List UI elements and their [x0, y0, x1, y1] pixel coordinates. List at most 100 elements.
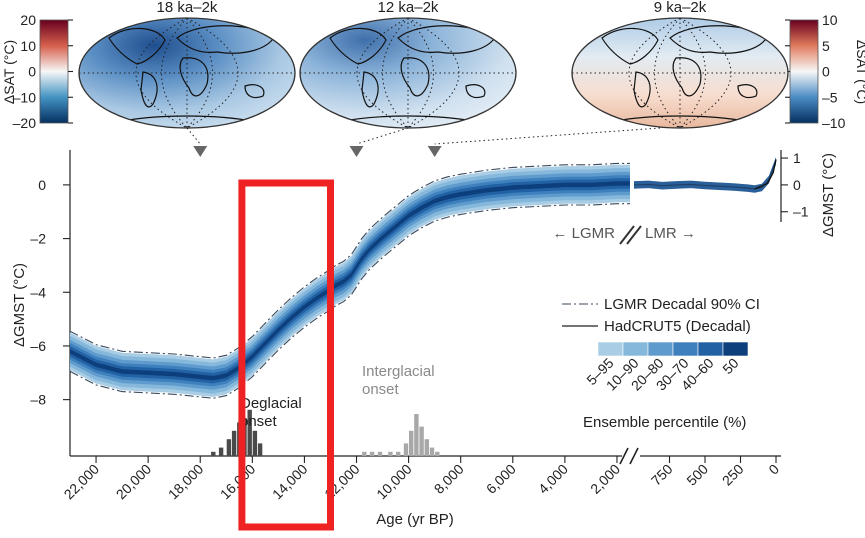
map-continent — [737, 84, 758, 99]
map-title-12ka: 12 ka–2k — [378, 0, 439, 16]
hist-bar-0 — [211, 451, 216, 456]
map-continent — [244, 84, 265, 99]
x-tick-label: 8,000 — [431, 461, 467, 497]
colorbar-right-tick-label: 0 — [822, 64, 830, 80]
highlight-box — [238, 179, 334, 531]
legend: LGMR Decadal 90% CI HadCRUT5 (Decadal) 5… — [562, 296, 760, 431]
map-continent — [400, 57, 430, 97]
map-meridian — [628, 18, 681, 128]
axis-break-mark — [629, 447, 639, 465]
hist-bar-1 — [403, 443, 409, 456]
map-continent — [601, 27, 659, 65]
y-axis-label: ΔGMST (°C) — [11, 263, 28, 347]
hist-bar-1 — [369, 451, 375, 456]
hist-bar-1 — [419, 426, 424, 456]
y-tick-label: –8 — [30, 392, 46, 408]
map-meridian — [407, 18, 460, 128]
marker-9ka — [427, 146, 442, 157]
percentile-swatch — [697, 341, 724, 357]
map-continent — [672, 57, 702, 97]
hist-bar-1 — [435, 451, 440, 456]
map-continent — [633, 71, 651, 108]
map-continent — [465, 84, 486, 99]
connector-18ka — [186, 127, 201, 145]
y-tick-label: –4 — [30, 284, 46, 300]
map-18ka: 18 ka–2k — [78, 0, 296, 129]
map-title-9ka: 9 ka–2k — [654, 0, 707, 16]
x-tick-label: 10,000 — [373, 461, 415, 503]
map-meridian — [135, 18, 188, 128]
map-meridian — [186, 18, 239, 128]
marker-18ka — [193, 146, 208, 157]
connector-9ka — [434, 127, 661, 145]
y-tick-right-label: 1 — [793, 150, 801, 166]
map-continent — [329, 27, 387, 65]
colorbar-left: 20 10 0 –10 –20 ΔSAT (°C) — [1, 12, 73, 131]
map-meridian — [356, 18, 409, 128]
deglacial-label-line2: onset — [240, 413, 278, 430]
colorbar-left-tick-label: 0 — [28, 64, 36, 80]
colorbar-right-tick-label: 5 — [822, 38, 830, 54]
axis-break-mark — [619, 447, 629, 465]
hist-bar-0 — [252, 430, 258, 456]
lgmr-lmr-arrows: ← LGMR LMR → — [552, 225, 696, 245]
colorbar-right-tick-label: –10 — [822, 115, 846, 131]
hist-bar-0 — [231, 430, 237, 456]
hist-bar-1 — [424, 439, 429, 456]
colorbar-left-tick-label: 20 — [20, 12, 36, 28]
percentile-title: Ensemble percentile (%) — [583, 414, 746, 431]
lmr-arrow-label: LMR → — [645, 225, 696, 242]
ensemble-band-4 — [70, 178, 630, 384]
deglacial-label: Deglacial onset — [240, 395, 302, 430]
map-connectors — [186, 127, 661, 157]
x-axis-label: Age (yr BP) — [376, 511, 454, 528]
hist-bar-1 — [429, 447, 435, 456]
map-meridian — [679, 18, 732, 128]
x-tick-label: 2,000 — [587, 461, 623, 497]
x-tick-right-label: 500 — [683, 461, 711, 489]
percentile-swatch-label: 50 — [719, 355, 741, 377]
interglacial-label-line2: onset — [362, 381, 400, 398]
hadcrut-line — [754, 159, 777, 190]
colorbar-left-tick-label: –10 — [13, 89, 37, 105]
deglacial-label-line1: Deglacial — [240, 395, 302, 412]
connector-12ka — [356, 127, 409, 145]
x-tick-right-label: 750 — [648, 461, 676, 489]
legend-item-hadcrut: HadCRUT5 (Decadal) — [604, 318, 751, 335]
legend-item-ci: LGMR Decadal 90% CI — [604, 296, 760, 313]
map-continent — [397, 25, 497, 54]
x-tick-right-label: 250 — [719, 461, 747, 489]
hist-bar-0 — [247, 409, 252, 456]
lmr-band — [634, 157, 776, 193]
hist-bar-1 — [377, 451, 383, 456]
marker-12ka — [349, 146, 364, 157]
lgmr-arrow-label: ← LGMR — [552, 225, 615, 242]
colorbar-right-tick-label: 10 — [822, 12, 838, 28]
x-tick-label: 6,000 — [483, 461, 519, 497]
hist-bar-0 — [218, 447, 224, 456]
map-continent — [669, 25, 769, 54]
hist-bar-1 — [396, 451, 401, 456]
map-title-18ka: 18 ka–2k — [157, 0, 218, 16]
map-continent — [108, 27, 166, 65]
y-tick-right-label: –1 — [793, 204, 809, 220]
ensemble-bands — [70, 157, 776, 397]
x-tick-label: 22,000 — [61, 461, 103, 503]
lmr-median-line — [633, 160, 777, 190]
map-continent — [140, 71, 158, 108]
hist-bar-1 — [362, 451, 367, 456]
y-tick-label: 0 — [38, 177, 46, 193]
percentile-swatch — [597, 341, 624, 357]
interglacial-label: Interglacial onset — [362, 363, 435, 398]
x-tick-label: 18,000 — [165, 461, 207, 503]
hist-bar-1 — [409, 430, 414, 456]
hist-bar-1 — [388, 451, 393, 456]
percentile-swatch — [722, 341, 749, 357]
map-continent — [361, 71, 379, 108]
x-tick-label: 4,000 — [535, 461, 571, 497]
x-tick-label: 16,000 — [217, 461, 259, 503]
colorbar-right-label: ΔSAT (°C) — [854, 40, 865, 104]
percentile-swatch — [647, 341, 674, 357]
